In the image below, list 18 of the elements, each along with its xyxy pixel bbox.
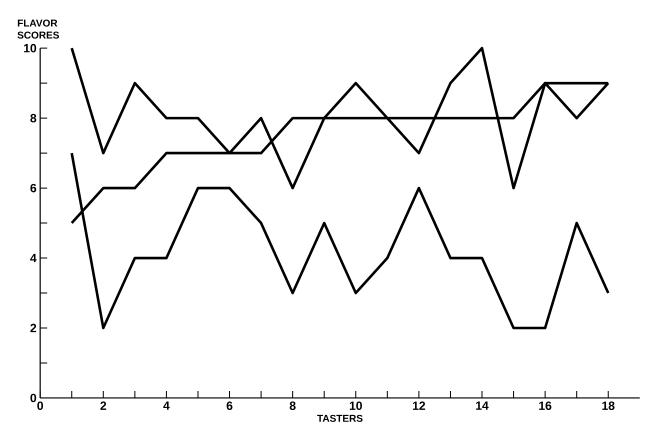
y-tick-label: 8	[30, 114, 36, 122]
y-tick-label: 6	[30, 184, 36, 192]
x-tick-label: 2	[100, 401, 106, 410]
y-axis-title: FLAVOR SCORES	[17, 20, 60, 39]
y-tick-label: 2	[30, 324, 36, 332]
x-tick-label: 10	[350, 401, 362, 410]
x-tick-label: 14	[476, 401, 489, 410]
y-tick-label: 10	[24, 44, 36, 52]
x-tick-label: 6	[226, 401, 232, 410]
x-tick-label: 8	[290, 401, 296, 410]
y-tick-label: 0	[30, 394, 36, 402]
x-tick-label: 16	[539, 401, 552, 410]
y-tick-label: 4	[30, 254, 37, 262]
x-axis-title: TASTERS	[317, 414, 363, 422]
x-tick-label: 0	[37, 401, 44, 410]
x-tick-label: 12	[412, 401, 426, 410]
x-tick-label: 18	[602, 401, 615, 410]
x-tick-label: 4	[163, 401, 170, 410]
